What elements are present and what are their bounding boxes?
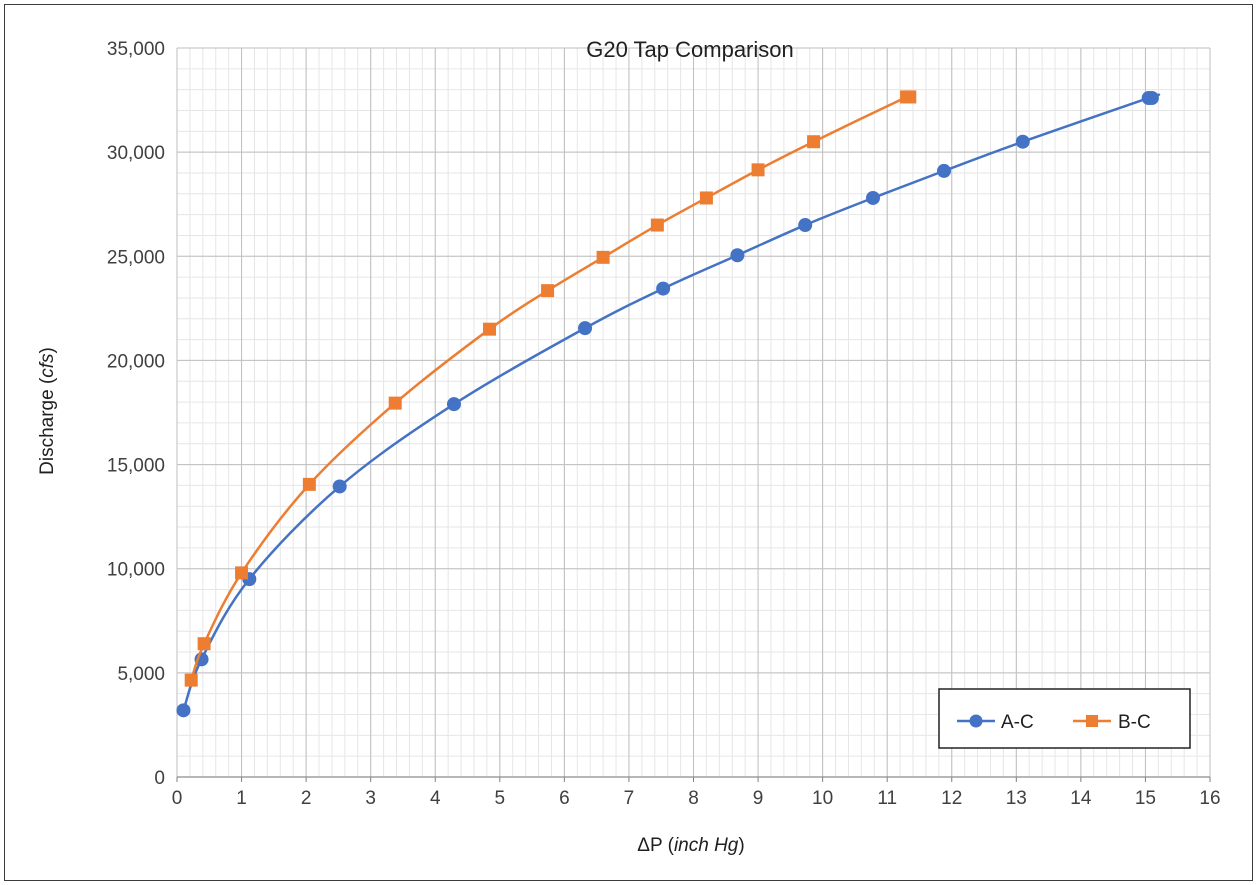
data-point-b-c <box>699 191 713 205</box>
data-point-a-c <box>937 163 952 178</box>
x-tick-label: 4 <box>430 788 441 809</box>
major-gridlines <box>176 47 1211 782</box>
x-tick-label: 15 <box>1135 788 1156 809</box>
y-tick-label: 0 <box>154 768 165 789</box>
x-tick-label: 7 <box>624 788 635 809</box>
x-tick-label: 1 <box>236 788 247 809</box>
data-point-b-c <box>482 322 496 336</box>
data-point-b-c <box>541 284 555 298</box>
tick-labels: 0 1 2 3 4 5 6 7 8 9 10 11 12 13 14 15 1605,00010,00015,0… <box>107 39 1221 809</box>
x-axis-title: ΔP (inch Hg) <box>637 835 744 856</box>
data-point-b-c <box>596 250 610 264</box>
y-tick-label: 35,000 <box>107 39 165 60</box>
data-point-b-c <box>388 396 402 410</box>
y-axis-title-unit: cfs <box>37 353 58 378</box>
data-point-a-c <box>1144 90 1159 105</box>
x-axis-title-unit: inch Hg <box>674 835 739 856</box>
data-point-a-c <box>446 397 461 412</box>
y-axis-title-prefix: Discharge ( <box>37 377 58 475</box>
legend-marker-b-c <box>1086 715 1098 727</box>
legend-label-b-c: B-C <box>1118 712 1151 733</box>
y-tick-label: 25,000 <box>107 247 165 268</box>
series-line-a-c <box>182 93 1161 711</box>
data-point-b-c <box>184 673 198 687</box>
legend: A-C B-C <box>938 688 1191 749</box>
x-tick-label: 0 <box>172 788 183 809</box>
data-point-b-c <box>302 477 316 491</box>
x-tick-label: 11 <box>877 788 897 809</box>
data-point-a-c <box>176 703 191 718</box>
y-tick-label: 10,000 <box>107 560 165 581</box>
x-tick-label: 16 <box>1199 788 1220 809</box>
x-tick-label: 8 <box>688 788 699 809</box>
data-point-a-c <box>865 190 880 205</box>
chart-title: G20 Tap Comparison <box>586 37 794 62</box>
legend-label-a-c: A-C <box>1001 712 1034 733</box>
data-point-a-c <box>730 248 745 263</box>
data-point-b-c <box>197 637 211 651</box>
x-tick-label: 3 <box>365 788 376 809</box>
x-tick-label: 13 <box>1006 788 1027 809</box>
chart-svg: 0 1 2 3 4 5 6 7 8 9 10 11 12 13 14 15 1605,00010,00015,0… <box>37 37 1221 856</box>
x-tick-label: 9 <box>753 788 764 809</box>
x-tick-label: 12 <box>941 788 962 809</box>
x-tick-label: 5 <box>495 788 506 809</box>
x-tick-label: 10 <box>812 788 833 809</box>
y-axis-title-suffix: ) <box>37 347 58 353</box>
data-point-a-c <box>1015 134 1030 149</box>
data-point-b-c <box>807 135 821 149</box>
series-layer <box>176 90 1161 718</box>
chart-frame: 0 1 2 3 4 5 6 7 8 9 10 11 12 13 14 15 16 0 5,000 10,000 15,0… <box>4 4 1253 881</box>
y-tick-label: 20,000 <box>107 351 165 372</box>
x-tick-label: 14 <box>1070 788 1092 809</box>
y-tick-label: 30,000 <box>107 143 165 164</box>
y-axis-title: Discharge (cfs) <box>37 347 58 475</box>
data-point-b-c <box>751 163 765 177</box>
x-axis-title-suffix: ) <box>738 835 744 856</box>
y-tick-label: 5,000 <box>117 664 165 685</box>
data-point-b-c <box>235 566 249 580</box>
data-point-b-c <box>650 218 664 232</box>
data-point-b-c <box>903 90 917 104</box>
data-point-a-c <box>656 281 671 296</box>
data-point-a-c <box>332 479 347 494</box>
data-point-a-c <box>798 218 813 233</box>
legend-marker-a-c <box>969 714 983 728</box>
x-tick-label: 2 <box>301 788 312 809</box>
y-tick-label: 15,000 <box>107 456 165 477</box>
x-axis-title-prefix: ΔP ( <box>637 835 674 856</box>
data-point-a-c <box>578 321 593 336</box>
x-tick-label: 6 <box>559 788 570 809</box>
series-line-b-c <box>190 92 916 681</box>
